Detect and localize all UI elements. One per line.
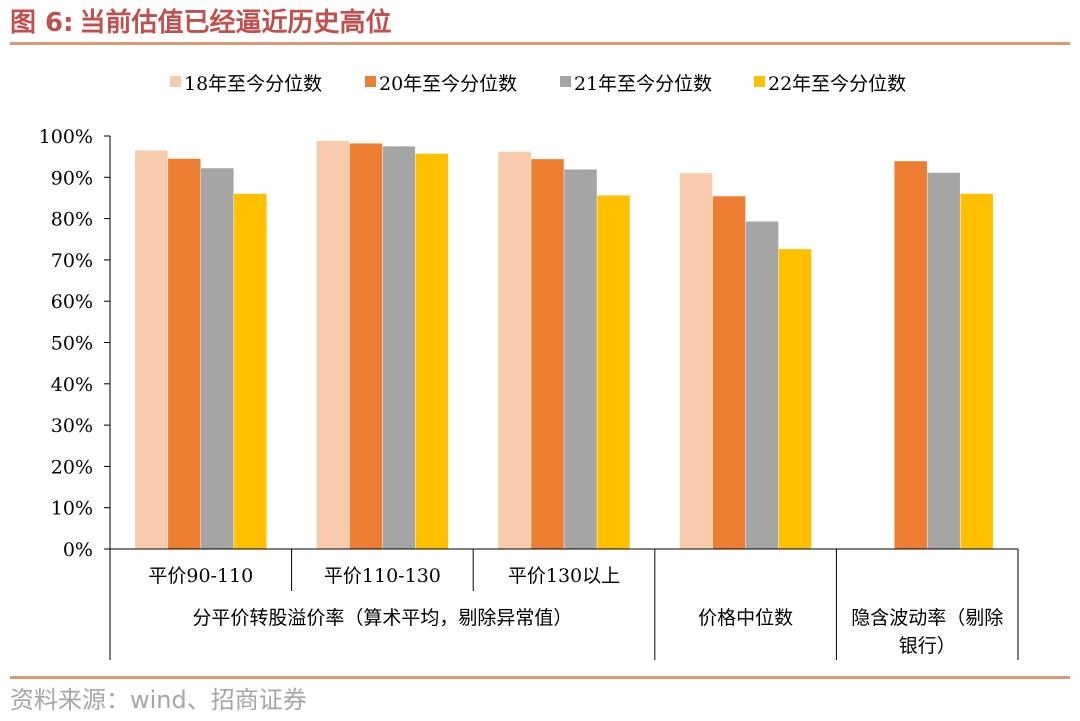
y-tick-label: 0% bbox=[63, 539, 93, 561]
footer-divider bbox=[10, 676, 1070, 679]
y-tick-label: 80% bbox=[51, 209, 93, 231]
header-divider bbox=[10, 42, 1070, 45]
x-category-label: 平价90-110 bbox=[148, 565, 253, 587]
y-tick-label: 30% bbox=[51, 415, 93, 437]
x-group-label: 分平价转股溢价率（算术平均，剔除异常值） bbox=[192, 607, 572, 629]
bar-5-series-4 bbox=[960, 193, 993, 549]
bar-2-series-2 bbox=[349, 143, 383, 549]
bar-5-series-2 bbox=[894, 161, 927, 549]
bar-5-series-3 bbox=[927, 172, 960, 549]
chart-legend: 18年至今分位数 20年至今分位数 21年至今分位数 22年至今分位数 bbox=[170, 73, 906, 95]
legend-label-2: 20年至今分位数 bbox=[379, 73, 517, 95]
legend-swatch-1 bbox=[170, 76, 181, 87]
bar-4-series-4 bbox=[778, 249, 812, 550]
bar-1-series-3 bbox=[201, 168, 234, 550]
bar-4-series-1 bbox=[679, 173, 713, 550]
figure-label: 图 6: bbox=[10, 8, 74, 38]
bar-3-series-3 bbox=[564, 169, 597, 549]
y-tick-label: 10% bbox=[51, 498, 93, 520]
x-category-label: 平价130以上 bbox=[508, 565, 620, 587]
legend-label-3: 21年至今分位数 bbox=[574, 73, 712, 95]
x-category-label: 价格中位数 bbox=[698, 607, 793, 629]
bar-3-series-2 bbox=[531, 159, 564, 550]
bar-2-series-1 bbox=[316, 140, 350, 549]
bar-2-series-4 bbox=[415, 153, 449, 549]
bar-3-series-4 bbox=[597, 195, 630, 550]
y-axis: 0% 10% 20% 30% 40% 50% 60% 70% 80% 90% 100% bbox=[39, 126, 111, 561]
bar-1-series-4 bbox=[234, 193, 267, 549]
y-tick-label: 50% bbox=[51, 333, 93, 355]
bar-4-series-2 bbox=[712, 196, 746, 549]
y-tick-label: 60% bbox=[51, 291, 93, 313]
legend-swatch-2 bbox=[365, 76, 376, 87]
x-category-label: 平价110-130 bbox=[324, 565, 441, 587]
bar-4-series-3 bbox=[745, 221, 779, 549]
y-tick-label: 90% bbox=[51, 167, 93, 189]
legend-swatch-3 bbox=[560, 76, 571, 87]
legend-label-4: 22年至今分位数 bbox=[768, 73, 906, 95]
figure-title: 图 6: 当前估值已经逼近历史高位 bbox=[10, 2, 392, 39]
bar-1-series-2 bbox=[168, 158, 201, 549]
legend-label-1: 18年至今分位数 bbox=[184, 73, 322, 95]
bar-chart: 18年至今分位数 20年至今分位数 21年至今分位数 22年至今分位数 0% 10% 20… bbox=[39, 73, 1019, 660]
legend-swatch-4 bbox=[754, 76, 765, 87]
y-tick-label: 20% bbox=[51, 456, 93, 478]
y-tick-label: 70% bbox=[51, 250, 93, 272]
y-tick-label: 100% bbox=[39, 126, 93, 148]
source-note: 资料来源：wind、招商证券 bbox=[10, 686, 307, 714]
figure-header: 图 6: 当前估值已经逼近历史高位 bbox=[0, 0, 1080, 46]
x-category-label: 银行） bbox=[899, 635, 956, 657]
bar-3-series-1 bbox=[498, 151, 531, 549]
bar-series bbox=[135, 140, 993, 550]
figure-title-text: 当前估值已经逼近历史高位 bbox=[79, 8, 392, 38]
bar-2-series-3 bbox=[382, 146, 416, 549]
y-tick-label: 40% bbox=[51, 374, 93, 396]
bar-1-series-1 bbox=[135, 150, 168, 549]
x-category-label: 隐含波动率（剔除 bbox=[851, 607, 1003, 629]
